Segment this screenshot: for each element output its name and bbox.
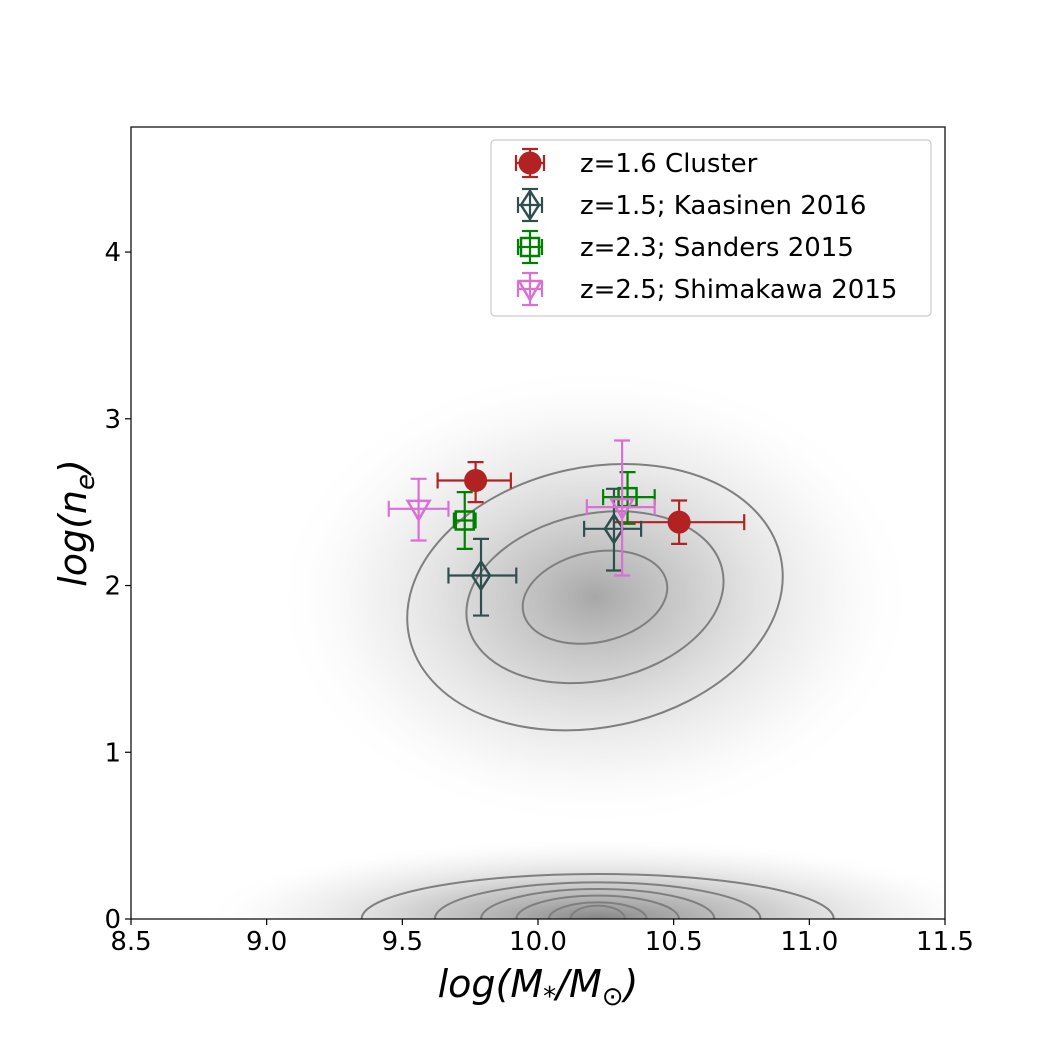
series-1-point-1 xyxy=(436,461,512,504)
density-layer xyxy=(196,363,945,919)
series-3-point-1-marker xyxy=(454,510,475,531)
density-blob-1 xyxy=(272,363,918,832)
legend-entry-1-marker xyxy=(518,151,542,175)
legend-entry-3-label: z=2.3; Sanders 2015 xyxy=(580,233,854,263)
legend-entry-1-label: z=1.6 Cluster xyxy=(580,149,758,179)
legend-box xyxy=(490,139,932,317)
x-axis-label: log(M*/M⊙) xyxy=(438,962,639,1012)
series-2-point-1 xyxy=(447,537,518,617)
x-tick-label: 10.0 xyxy=(509,927,567,957)
y-axis-label: log(ne) xyxy=(51,459,101,587)
x-tick-label: 11.0 xyxy=(780,927,838,957)
legend-entry-2: z=1.5; Kaasinen 2016 xyxy=(516,187,866,223)
density-contour-2-1 xyxy=(569,904,626,919)
series-3-point-1 xyxy=(452,491,477,550)
density-contour-2-6 xyxy=(360,872,835,919)
x-tick-label: 9.5 xyxy=(382,927,423,957)
legend-entry-3-marker xyxy=(519,236,541,258)
series-1-point-1-marker xyxy=(464,468,488,492)
y-tick-label: 4 xyxy=(104,238,121,268)
series-1-point-2-marker xyxy=(667,510,691,534)
legend: z=1.6 Cluster z=1.5; Kaasinen 2016 z=2.3; … xyxy=(490,139,932,317)
x-tick-label: 11.5 xyxy=(916,927,974,957)
legend-entry-4-label: z=2.5; Shimakawa 2015 xyxy=(580,275,897,305)
series-4-point-1 xyxy=(387,477,450,542)
series-4-point-1-marker xyxy=(405,499,432,523)
legend-entry-1: z=1.6 Cluster xyxy=(514,147,758,179)
series-4-point-2 xyxy=(585,439,656,577)
density-contour-1-2 xyxy=(465,510,725,685)
y-tick-label: 2 xyxy=(104,572,121,602)
data-points xyxy=(387,439,746,617)
legend-entry-4: z=2.5; Shimakawa 2015 xyxy=(516,271,897,307)
y-tick-label: 0 xyxy=(104,905,121,935)
series-2-point-1-marker xyxy=(470,559,492,592)
y-tick-label: 1 xyxy=(104,738,121,768)
legend-entry-4-marker xyxy=(516,279,544,303)
y-tick-label: 3 xyxy=(104,405,121,435)
legend-entry-2-marker xyxy=(519,188,541,222)
density-contour-1-1 xyxy=(521,549,669,645)
x-axis: 8.5 9.0 9.5 10.0 10.5 11.0 11.5 xyxy=(110,919,974,957)
series-4-point-2-marker xyxy=(608,497,636,521)
x-tick-label: 10.5 xyxy=(645,927,703,957)
y-axis: 0 1 2 3 4 xyxy=(104,238,131,935)
legend-entry-3: z=2.3; Sanders 2015 xyxy=(516,229,854,265)
density-contour-1-3 xyxy=(406,462,784,732)
x-tick-label: 8.5 xyxy=(110,927,151,957)
density-contour-2-3 xyxy=(515,894,681,919)
density-blob-2 xyxy=(196,837,945,919)
legend-entry-2-label: z=1.5; Kaasinen 2016 xyxy=(580,191,866,221)
x-tick-label: 9.0 xyxy=(246,927,287,957)
